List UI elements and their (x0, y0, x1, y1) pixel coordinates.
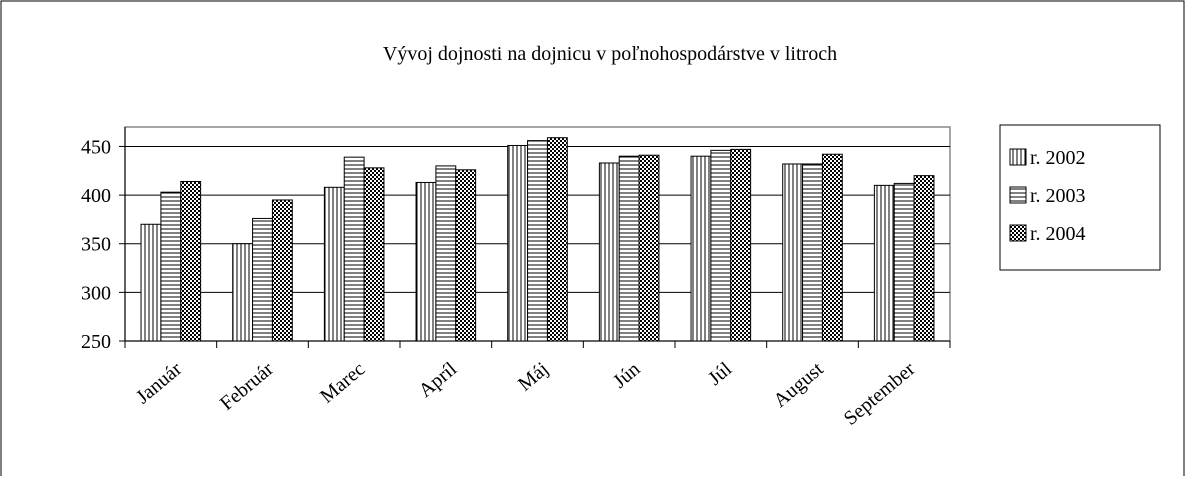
bar (232, 243, 254, 342)
bar (873, 184, 895, 342)
x-tick-label: August (769, 358, 828, 412)
bar (802, 163, 823, 342)
y-tick-label: 450 (81, 136, 111, 158)
bar (140, 223, 162, 342)
bar (323, 186, 345, 342)
bar (598, 162, 620, 342)
bar (690, 155, 712, 342)
bar (730, 148, 752, 342)
bar (527, 140, 548, 342)
bar (415, 181, 437, 342)
bar (782, 163, 804, 342)
legend-label: r. 2004 (1030, 223, 1086, 245)
legend-label: r. 2003 (1030, 185, 1086, 207)
bar (160, 191, 182, 342)
bar (455, 169, 477, 342)
legend-swatch (1009, 186, 1027, 204)
bar (913, 175, 935, 342)
legend-label: r. 2002 (1030, 147, 1086, 169)
x-tick-label: Február (216, 358, 278, 415)
bar (618, 155, 640, 342)
x-tick-label: Január (132, 358, 186, 409)
legend (999, 124, 1161, 271)
bar (252, 217, 273, 342)
legend-swatch (1009, 224, 1027, 242)
y-tick-label: 250 (81, 331, 111, 353)
bar (710, 149, 732, 342)
legend-swatch (1009, 148, 1027, 166)
y-tick-label: 400 (81, 185, 111, 207)
bar (507, 144, 529, 342)
bar (435, 165, 457, 342)
bar (271, 199, 293, 342)
x-tick-label: Apríl (415, 358, 462, 402)
x-tick-label: Máj (514, 358, 553, 396)
x-tick-label: September (840, 358, 920, 430)
chart-title: Vývoj dojnosti na dojnicu v poľnohospodá… (383, 43, 837, 65)
bar (180, 180, 202, 342)
bar (893, 182, 915, 342)
y-tick-label: 300 (81, 282, 111, 304)
x-tick-label: Júl (704, 358, 736, 390)
bar (821, 153, 843, 342)
y-tick-label: 350 (81, 234, 111, 256)
x-tick-label: Marec (316, 358, 369, 408)
bar (638, 154, 660, 342)
x-tick-label: Jún (609, 358, 644, 393)
bar (546, 137, 568, 342)
bar (363, 167, 385, 342)
bar (343, 156, 365, 342)
